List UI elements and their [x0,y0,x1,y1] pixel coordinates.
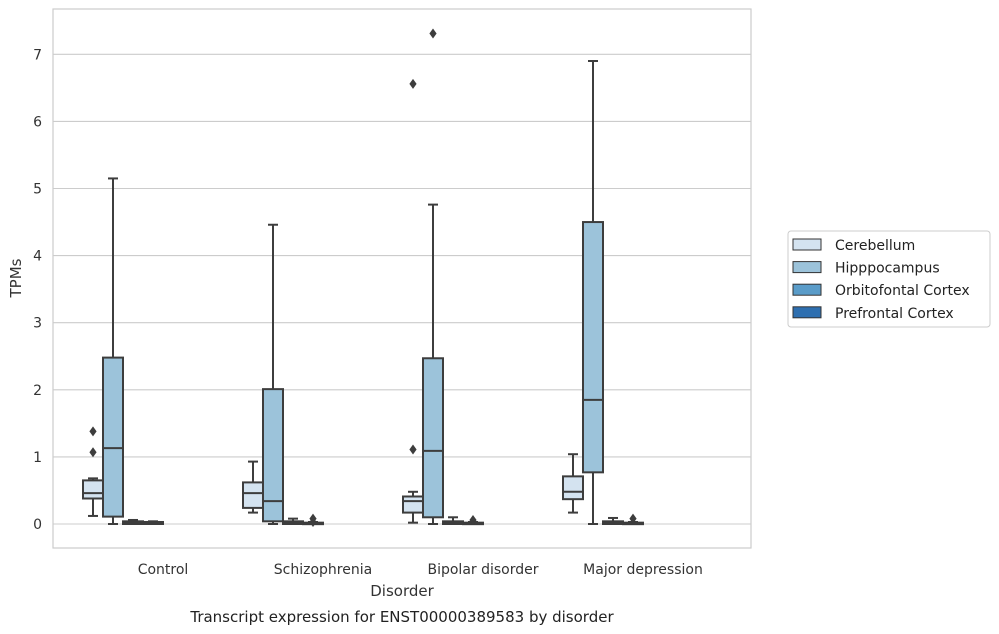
outlier-point [429,28,437,39]
chart-caption: Transcript expression for ENST0000038958… [189,608,614,626]
legend-swatch [792,306,822,319]
box-group [262,223,284,525]
box-group [302,513,324,527]
x-tick-label: Schizophrenia [274,562,372,578]
box-group [462,514,484,526]
box-group [122,518,144,525]
x-tick-label: Bipolar disorder [427,562,538,578]
box [582,221,604,474]
legend-label: Orbitofontal Cortex [835,283,970,299]
box [402,495,424,514]
box [422,357,444,519]
y-tick-label: 1 [33,450,42,466]
box-series [82,28,644,527]
box-group [102,177,124,525]
outlier-point [89,447,97,458]
box-group [142,520,164,525]
legend-frame [787,230,991,328]
legend-swatch [792,283,822,296]
y-tick-label: 7 [33,47,42,63]
legend-swatch [792,261,822,274]
box-group [622,513,644,526]
gridlines [53,53,751,525]
x-tick-labels: Control Schizophrenia Bipolar disorder Majo… [138,562,703,578]
box-group [582,60,604,525]
outlier-point [89,426,97,437]
x-tick-label: Major depression [583,562,703,578]
y-tick-label: 5 [33,182,42,198]
legend-swatch [792,238,822,251]
plot-frame [52,8,752,549]
box-group [562,453,584,514]
outlier-point [409,444,417,455]
legend-label: Prefrontal Cortex [835,306,954,322]
y-tick-label: 2 [33,383,42,399]
box-group [422,28,444,525]
y-tick-labels: 0 1 2 3 4 5 6 7 [33,47,42,533]
box [262,388,284,523]
x-axis-label: Disorder [370,582,434,600]
box-group [442,516,464,525]
box-group [282,517,304,525]
box-group [602,516,624,525]
box [242,481,264,509]
box-group [402,78,424,524]
y-tick-label: 0 [33,517,42,533]
outlier-point [629,513,637,524]
outlier-point [409,78,417,89]
outlier-point [469,514,477,525]
legend-label: Hipppocampus [835,261,940,277]
x-tick-label: Control [138,562,189,578]
y-axis-label: TPMs [7,258,25,298]
y-tick-label: 3 [33,316,42,332]
box-group [82,426,104,517]
legend: Cerebellum Hipppocampus Orbitofontal Corte… [787,230,991,328]
box [82,479,104,500]
y-tick-label: 6 [33,114,42,130]
y-tick-label: 4 [33,249,42,265]
box [562,475,584,501]
box-group [242,460,264,514]
outlier-point [309,516,317,527]
legend-label: Cerebellum [835,238,915,254]
box [102,356,124,518]
